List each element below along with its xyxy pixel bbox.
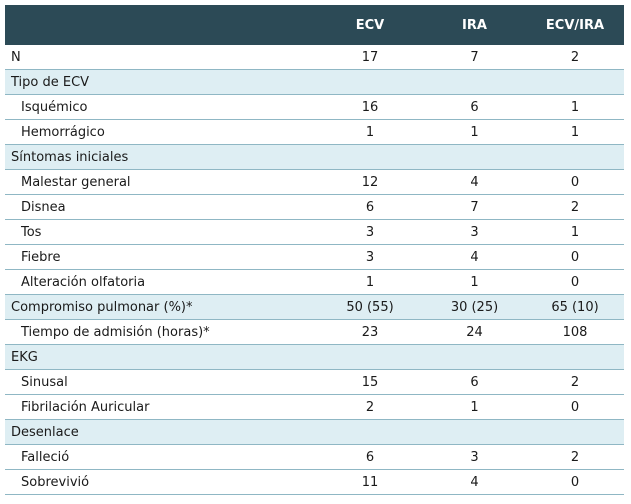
cell-ecv: 3 (317, 244, 423, 270)
cell-ecv-ira: 1 (526, 219, 624, 245)
cell-ecv: 1 (317, 119, 423, 145)
cell-ira: 24 (423, 319, 526, 345)
cell-ecv (317, 344, 423, 370)
cell-ecv-ira: 65 (10) (526, 294, 624, 320)
cell-ecv: 3 (317, 219, 423, 245)
cell-ecv: 6 (317, 444, 423, 470)
cell-ecv-ira: 0 (526, 394, 624, 420)
cell-ira: 30 (25) (423, 294, 526, 320)
cell-ecv: 16 (317, 94, 423, 120)
cell-ecv (317, 144, 423, 170)
cell-ecv: 12 (317, 169, 423, 195)
cell-ecv-ira (526, 419, 624, 445)
table-row: Falleció 6 3 2 (5, 444, 624, 470)
row-label: Hemorrágico (5, 119, 317, 145)
header-row: ECV IRA ECV/IRA (5, 5, 624, 45)
cell-ecv: 23 (317, 319, 423, 345)
cell-ecv (317, 419, 423, 445)
header-ecv-ira: ECV/IRA (526, 5, 624, 45)
table-row: EKG (5, 344, 624, 370)
row-label: Desenlace (5, 419, 317, 445)
table-row: Fiebre 3 4 0 (5, 244, 624, 270)
header-label-column (5, 5, 317, 45)
cell-ecv: 15 (317, 369, 423, 395)
cell-ira: 1 (423, 269, 526, 295)
row-label: Tiempo de admisión (horas)* (5, 319, 317, 345)
table-row: Isquémico 16 6 1 (5, 94, 624, 120)
cell-ecv-ira: 2 (526, 444, 624, 470)
cell-ira: 7 (423, 194, 526, 220)
cell-ecv-ira: 2 (526, 369, 624, 395)
table-row: Alteración olfatoria 1 1 0 (5, 269, 624, 295)
table-row: Sinusal 15 6 2 (5, 369, 624, 395)
cell-ira: 4 (423, 244, 526, 270)
header-ira: IRA (423, 5, 526, 45)
cell-ecv-ira: 0 (526, 169, 624, 195)
table-row: Tiempo de admisión (horas)* 23 24 108 (5, 319, 624, 345)
cell-ecv: 50 (55) (317, 294, 423, 320)
cell-ira: 4 (423, 169, 526, 195)
cell-ira (423, 69, 526, 95)
cell-ira: 6 (423, 94, 526, 120)
cell-ecv-ira: 2 (526, 194, 624, 220)
cell-ira: 3 (423, 219, 526, 245)
cell-ira (423, 419, 526, 445)
table-row: N 17 7 2 (5, 45, 624, 70)
row-label: Sobrevivió (5, 469, 317, 495)
cell-ira: 1 (423, 119, 526, 145)
row-label: Isquémico (5, 94, 317, 120)
cell-ira: 7 (423, 45, 526, 70)
row-label: Alteración olfatoria (5, 269, 317, 295)
row-label: Fiebre (5, 244, 317, 270)
cell-ecv-ira: 0 (526, 269, 624, 295)
table-row: Desenlace (5, 419, 624, 445)
row-label: Compromiso pulmonar (%)* (5, 294, 317, 320)
cell-ecv: 1 (317, 269, 423, 295)
cell-ecv: 2 (317, 394, 423, 420)
table-row: Disnea 6 7 2 (5, 194, 624, 220)
cell-ecv-ira: 108 (526, 319, 624, 345)
cell-ecv-ira (526, 144, 624, 170)
cell-ira: 6 (423, 369, 526, 395)
row-label: Malestar general (5, 169, 317, 195)
data-table: ECV IRA ECV/IRA N 17 7 2 Tipo de ECV Isquémic… (5, 5, 624, 495)
row-label: Tipo de ECV (5, 69, 317, 95)
cell-ira: 1 (423, 394, 526, 420)
cell-ecv-ira (526, 344, 624, 370)
row-label: Síntomas iniciales (5, 144, 317, 170)
cell-ira: 3 (423, 444, 526, 470)
table-row: Hemorrágico 1 1 1 (5, 119, 624, 145)
header-ecv: ECV (317, 5, 423, 45)
table-row: Compromiso pulmonar (%)* 50 (55) 30 (25) 65… (5, 294, 624, 320)
table-body: N 17 7 2 Tipo de ECV Isquémico 16 6 1 Hemorrágico… (5, 45, 624, 495)
row-label: Tos (5, 219, 317, 245)
table-row: Tos 3 3 1 (5, 219, 624, 245)
row-label: Falleció (5, 444, 317, 470)
cell-ecv-ira: 0 (526, 244, 624, 270)
row-label: Sinusal (5, 369, 317, 395)
table-row: Malestar general 12 4 0 (5, 169, 624, 195)
table-row: Tipo de ECV (5, 69, 624, 95)
row-label: Disnea (5, 194, 317, 220)
row-label: Fibrilación Auricular (5, 394, 317, 420)
table-row: Sobrevivió 11 4 0 (5, 469, 624, 495)
table-row: Fibrilación Auricular 2 1 0 (5, 394, 624, 420)
cell-ecv-ira: 1 (526, 119, 624, 145)
cell-ecv: 17 (317, 45, 423, 70)
row-label: EKG (5, 344, 317, 370)
cell-ecv-ira: 1 (526, 94, 624, 120)
table-row: Síntomas iniciales (5, 144, 624, 170)
cell-ira (423, 144, 526, 170)
cell-ecv-ira: 0 (526, 469, 624, 495)
cell-ecv-ira: 2 (526, 45, 624, 70)
cell-ecv: 11 (317, 469, 423, 495)
cell-ira: 4 (423, 469, 526, 495)
row-label: N (5, 45, 317, 70)
cell-ecv-ira (526, 69, 624, 95)
cell-ecv (317, 69, 423, 95)
cell-ira (423, 344, 526, 370)
cell-ecv: 6 (317, 194, 423, 220)
